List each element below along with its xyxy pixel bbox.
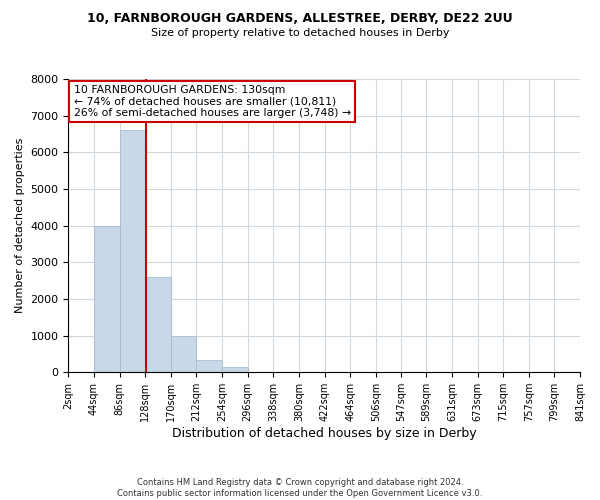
Text: Size of property relative to detached houses in Derby: Size of property relative to detached ho… [151, 28, 449, 38]
Bar [171, 336, 196, 372]
Bar [145, 277, 171, 372]
Bar [196, 360, 222, 372]
Text: Contains HM Land Registry data © Crown copyright and database right 2024.
Contai: Contains HM Land Registry data © Crown c… [118, 478, 482, 498]
Bar [222, 368, 248, 372]
X-axis label: Distribution of detached houses by size in Derby: Distribution of detached houses by size … [172, 427, 476, 440]
Bar [94, 226, 119, 372]
Text: 10, FARNBOROUGH GARDENS, ALLESTREE, DERBY, DE22 2UU: 10, FARNBOROUGH GARDENS, ALLESTREE, DERB… [87, 12, 513, 26]
Y-axis label: Number of detached properties: Number of detached properties [15, 138, 25, 314]
Bar [119, 130, 145, 372]
Text: 10 FARNBOROUGH GARDENS: 130sqm
← 74% of detached houses are smaller (10,811)
26%: 10 FARNBOROUGH GARDENS: 130sqm ← 74% of … [74, 85, 350, 118]
